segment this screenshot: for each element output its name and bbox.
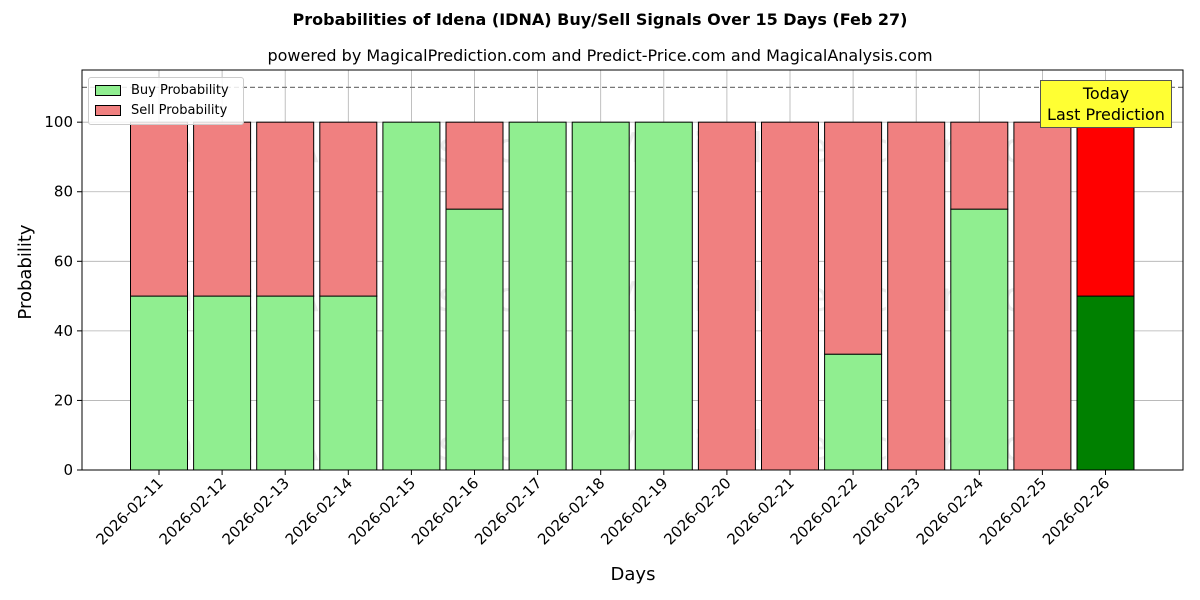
x-tick-label: 2026-02-19: [597, 474, 671, 548]
bar-sell-2026-02-14: [319, 121, 378, 297]
x-tick-label: 2026-02-24: [913, 474, 987, 548]
bar-sell-2026-02-21: [761, 121, 819, 471]
y-tick-label: 20: [54, 391, 73, 409]
bar-sell-2026-02-24: [950, 121, 1009, 210]
today-annotation: Today Last Prediction: [1040, 80, 1172, 128]
bar-sell-2026-02-11: [130, 121, 188, 297]
x-tick-label: 2026-02-20: [660, 474, 734, 548]
x-tick-label: 2026-02-21: [723, 474, 797, 548]
bar-buy-2026-02-17: [508, 121, 567, 471]
bar-buy-2026-02-11: [130, 295, 188, 471]
x-tick-label: 2026-02-12: [156, 474, 230, 548]
legend: Buy Probability Sell Probability: [88, 77, 244, 125]
x-tick-label: 2026-02-14: [282, 474, 356, 548]
bar-sell-2026-02-25: [1013, 121, 1072, 471]
chart-subtitle: powered by MagicalPrediction.com and Pre…: [267, 46, 933, 65]
bar-buy-2026-02-14: [319, 295, 378, 471]
y-axis-label: Probability: [15, 224, 36, 319]
y-tick-label: 60: [54, 252, 73, 270]
x-axis-label: Days: [611, 564, 656, 585]
legend-swatch-sell: [95, 105, 121, 116]
legend-label-sell: Sell Probability: [131, 103, 228, 118]
bar-buy-2026-02-16: [445, 208, 504, 471]
bars: [130, 121, 1135, 471]
bar-sell-2026-02-26: [1076, 121, 1135, 297]
today-annotation-line2: Last Prediction: [1047, 105, 1165, 124]
legend-swatch-buy: [95, 85, 121, 96]
x-axis: 2026-02-112026-02-122026-02-132026-02-14…: [92, 470, 1113, 548]
bar-sell-2026-02-12: [193, 121, 252, 297]
bar-buy-2026-02-24: [950, 208, 1009, 471]
bar-sell-2026-02-23: [887, 121, 946, 471]
x-tick-label: 2026-02-22: [787, 474, 861, 548]
legend-item-buy: Buy Probability: [95, 83, 229, 99]
y-axis: 0 20 40 60 80 100: [44, 113, 82, 479]
x-tick-label: 2026-02-16: [408, 474, 482, 548]
bar-buy-2026-02-15: [382, 121, 441, 471]
y-tick-label: 40: [54, 322, 73, 340]
x-tick-label: 2026-02-25: [976, 474, 1050, 548]
bar-sell-2026-02-13: [256, 121, 315, 297]
x-tick-label: 2026-02-23: [850, 474, 924, 548]
bar-sell-2026-02-20: [697, 121, 756, 471]
bar-sell-2026-02-22: [824, 121, 883, 355]
y-tick-label: 0: [63, 461, 73, 479]
x-tick-label: 2026-02-15: [345, 474, 419, 548]
bar-buy-2026-02-19: [634, 121, 693, 471]
bar-buy-2026-02-18: [571, 121, 630, 471]
bar-buy-2026-02-12: [193, 295, 252, 471]
plot-frame: [81, 69, 1184, 471]
today-annotation-line1: Today: [1082, 84, 1130, 103]
bar-buy-2026-02-13: [256, 295, 315, 471]
y-tick-label: 80: [54, 183, 73, 201]
legend-label-buy: Buy Probability: [131, 83, 229, 98]
x-tick-label: 2026-02-18: [534, 474, 608, 548]
legend-item-sell: Sell Probability: [95, 103, 227, 119]
x-tick-label: 2026-02-13: [219, 474, 293, 548]
x-tick-label: 2026-02-11: [92, 474, 166, 548]
y-tick-label: 100: [44, 113, 73, 131]
bar-sell-2026-02-16: [445, 121, 504, 210]
bar-buy-2026-02-26: [1076, 295, 1135, 471]
bar-buy-2026-02-22: [824, 353, 883, 471]
x-tick-label: 2026-02-26: [1039, 474, 1113, 548]
x-tick-label: 2026-02-17: [471, 474, 545, 548]
chart-title: Probabilities of Idena (IDNA) Buy/Sell S…: [292, 10, 908, 29]
